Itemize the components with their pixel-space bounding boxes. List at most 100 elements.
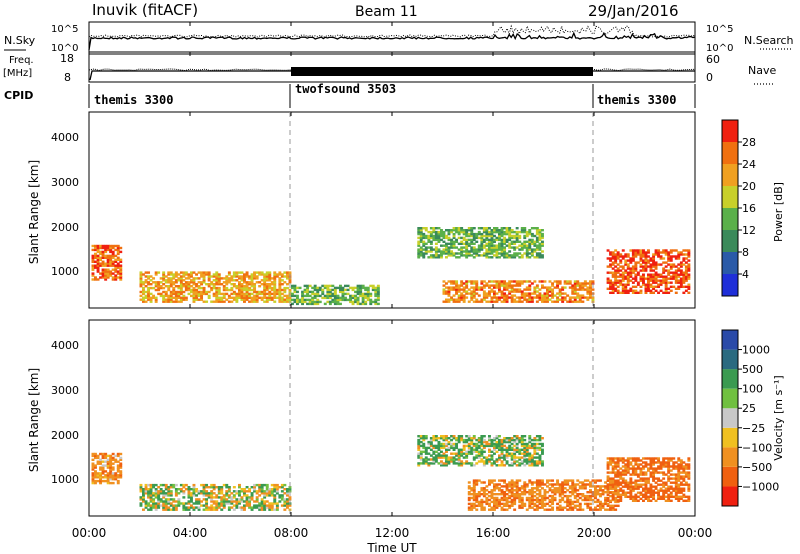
heat-cell xyxy=(533,290,537,293)
heat-cell xyxy=(462,300,466,303)
nave-label: Nave xyxy=(748,64,776,77)
heat-cell xyxy=(452,446,456,450)
heat-cell xyxy=(442,244,446,247)
heat-cell xyxy=(556,479,560,482)
heat-cell xyxy=(462,286,466,289)
heat-cell xyxy=(664,457,668,460)
heat-cell xyxy=(523,229,527,232)
heat-cell xyxy=(445,435,448,438)
heat-cell xyxy=(162,294,166,298)
heat-cell xyxy=(546,481,549,484)
heat-cell xyxy=(467,452,471,455)
heat-cell xyxy=(245,271,249,274)
heat-cell xyxy=(152,502,156,505)
heat-cell xyxy=(462,456,466,459)
heat-cell xyxy=(248,286,252,290)
heat-cell xyxy=(144,296,148,299)
heat-cell xyxy=(538,246,542,249)
heat-cell xyxy=(659,465,663,468)
heat-cell xyxy=(611,471,615,474)
heat-cell xyxy=(621,285,625,288)
heat-cell xyxy=(528,280,532,283)
heat-cell xyxy=(119,270,123,273)
heat-cell xyxy=(624,283,628,286)
heat-cell xyxy=(306,284,310,288)
heat-cell xyxy=(253,290,257,294)
heat-cell xyxy=(679,481,683,484)
heat-cell xyxy=(470,298,474,301)
heat-cell xyxy=(268,296,272,299)
heat-cell xyxy=(631,457,635,460)
heat-cell xyxy=(629,497,633,500)
heat-cell xyxy=(263,508,267,511)
heat-cell xyxy=(470,508,474,511)
heat-cell xyxy=(616,463,620,466)
heat-cell xyxy=(513,485,517,488)
heat-cell xyxy=(147,488,151,491)
heat-cell xyxy=(621,275,625,278)
heat-cell xyxy=(616,489,620,492)
heat-cell xyxy=(490,496,494,500)
heat-cell xyxy=(104,276,108,279)
heat-cell xyxy=(205,508,209,511)
heat-cell xyxy=(631,499,635,502)
heat-cell xyxy=(599,502,602,506)
heat-cell xyxy=(250,273,254,276)
heat-cell xyxy=(684,495,688,498)
heat-cell xyxy=(465,250,469,253)
heat-cell xyxy=(642,265,645,268)
heat-cell xyxy=(642,281,645,284)
heat-cell xyxy=(543,498,547,502)
heat-cell xyxy=(187,283,191,286)
heat-cell xyxy=(621,271,625,274)
heat-cell xyxy=(280,483,284,487)
heat-cell xyxy=(513,498,517,502)
heat-cell xyxy=(374,292,378,296)
heat-cell xyxy=(255,506,259,509)
heat-cell xyxy=(326,288,330,292)
heat-cell xyxy=(235,275,239,278)
heat-cell xyxy=(664,289,668,292)
heat-cell xyxy=(139,294,143,298)
heat-cell xyxy=(672,255,676,258)
heat-cell xyxy=(422,244,426,247)
heat-cell xyxy=(611,469,615,472)
heat-cell xyxy=(301,300,305,304)
heat-cell xyxy=(495,246,499,249)
heat-cell xyxy=(114,268,118,271)
heat-cell xyxy=(263,290,267,294)
heat-cell xyxy=(583,479,587,482)
heat-cell xyxy=(647,265,650,268)
heat-cell xyxy=(654,471,658,474)
heat-cell xyxy=(106,270,110,273)
heat-cell xyxy=(631,471,635,474)
heat-cell xyxy=(616,257,620,260)
heat-cell xyxy=(535,508,539,511)
heat-cell xyxy=(268,271,272,274)
heat-cell xyxy=(255,292,259,296)
heat-cell xyxy=(260,498,264,501)
heat-cell xyxy=(139,498,143,501)
heat-cell xyxy=(364,294,368,298)
heat-cell xyxy=(142,283,145,286)
heat-cell xyxy=(210,275,214,278)
heat-cell xyxy=(465,246,469,249)
heat-cell xyxy=(642,493,645,496)
heat-cell xyxy=(568,498,572,502)
heat-cell xyxy=(583,284,587,287)
heat-cell xyxy=(578,485,582,488)
heat-cell xyxy=(207,279,211,282)
heat-cell xyxy=(245,296,249,299)
heat-cell xyxy=(538,435,542,438)
heat-cell xyxy=(659,461,663,464)
heat-cell xyxy=(288,486,292,489)
heat-cell xyxy=(530,254,534,257)
heat-cell xyxy=(323,294,327,298)
heat-cell xyxy=(447,242,451,245)
heat-cell xyxy=(657,457,661,460)
heat-cell xyxy=(510,229,514,232)
heat-cell xyxy=(657,279,661,282)
heat-cell xyxy=(510,493,514,496)
heat-cell xyxy=(684,475,688,478)
heat-cell xyxy=(571,506,575,509)
